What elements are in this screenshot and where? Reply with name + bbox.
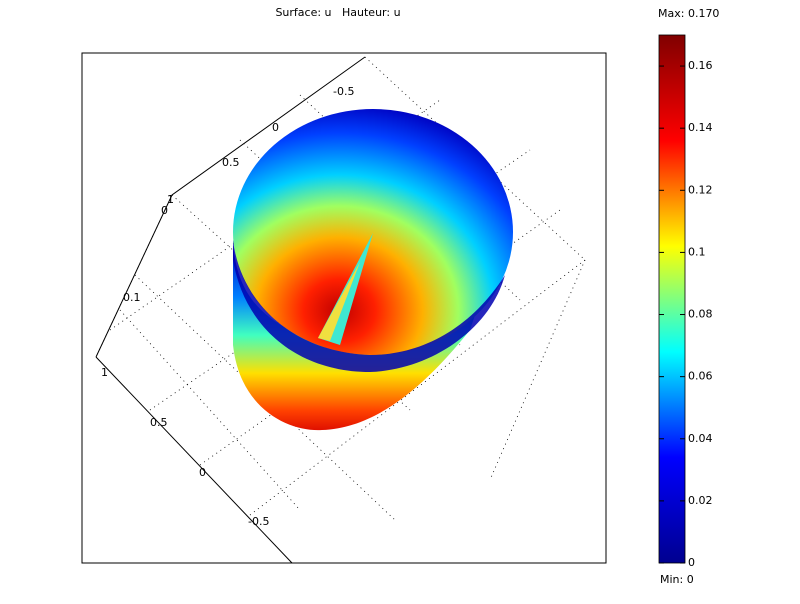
axis-tick-label: 0.1 [123,291,141,304]
surface-outer [233,240,480,431]
colorbar [658,34,686,564]
axis-tick-label: 1 [101,366,108,379]
surface-inner [233,109,513,355]
colorbar-tick-label: 0.12 [688,183,713,196]
surface-wedge-lower [318,262,360,341]
axis-tick-label: 0.5 [222,156,240,169]
colorbar-tick-label: 0.14 [688,121,713,134]
colorbar-min: Min: 0 [660,573,694,586]
colorbar-tick-label: 0.02 [688,494,713,507]
axis-tick-label: -0.5 [248,515,269,528]
colorbar-tick-label: 0.04 [688,432,713,445]
axis-tick-label: 0 [161,204,168,217]
colorbar-tick-label: 0.16 [688,59,713,72]
colorbar-tick-label: 0.1 [688,245,706,258]
colorbar-tick-label: 0.06 [688,370,713,383]
axis-tick-label: 0 [199,466,206,479]
chart-title: Surface: u Hauteur: u [275,6,400,19]
axis-tick-label: 0 [272,121,279,134]
axis-tick-label: 0.5 [150,416,168,429]
axis-tick-label: 1 [167,193,174,206]
axis-tick-label: -0.5 [333,85,354,98]
colorbar-tick-label: 0 [688,556,695,569]
colorbar-max: Max: 0.170 [658,7,719,20]
colorbar-tick-label: 0.08 [688,308,713,321]
surface-rim [233,240,505,372]
